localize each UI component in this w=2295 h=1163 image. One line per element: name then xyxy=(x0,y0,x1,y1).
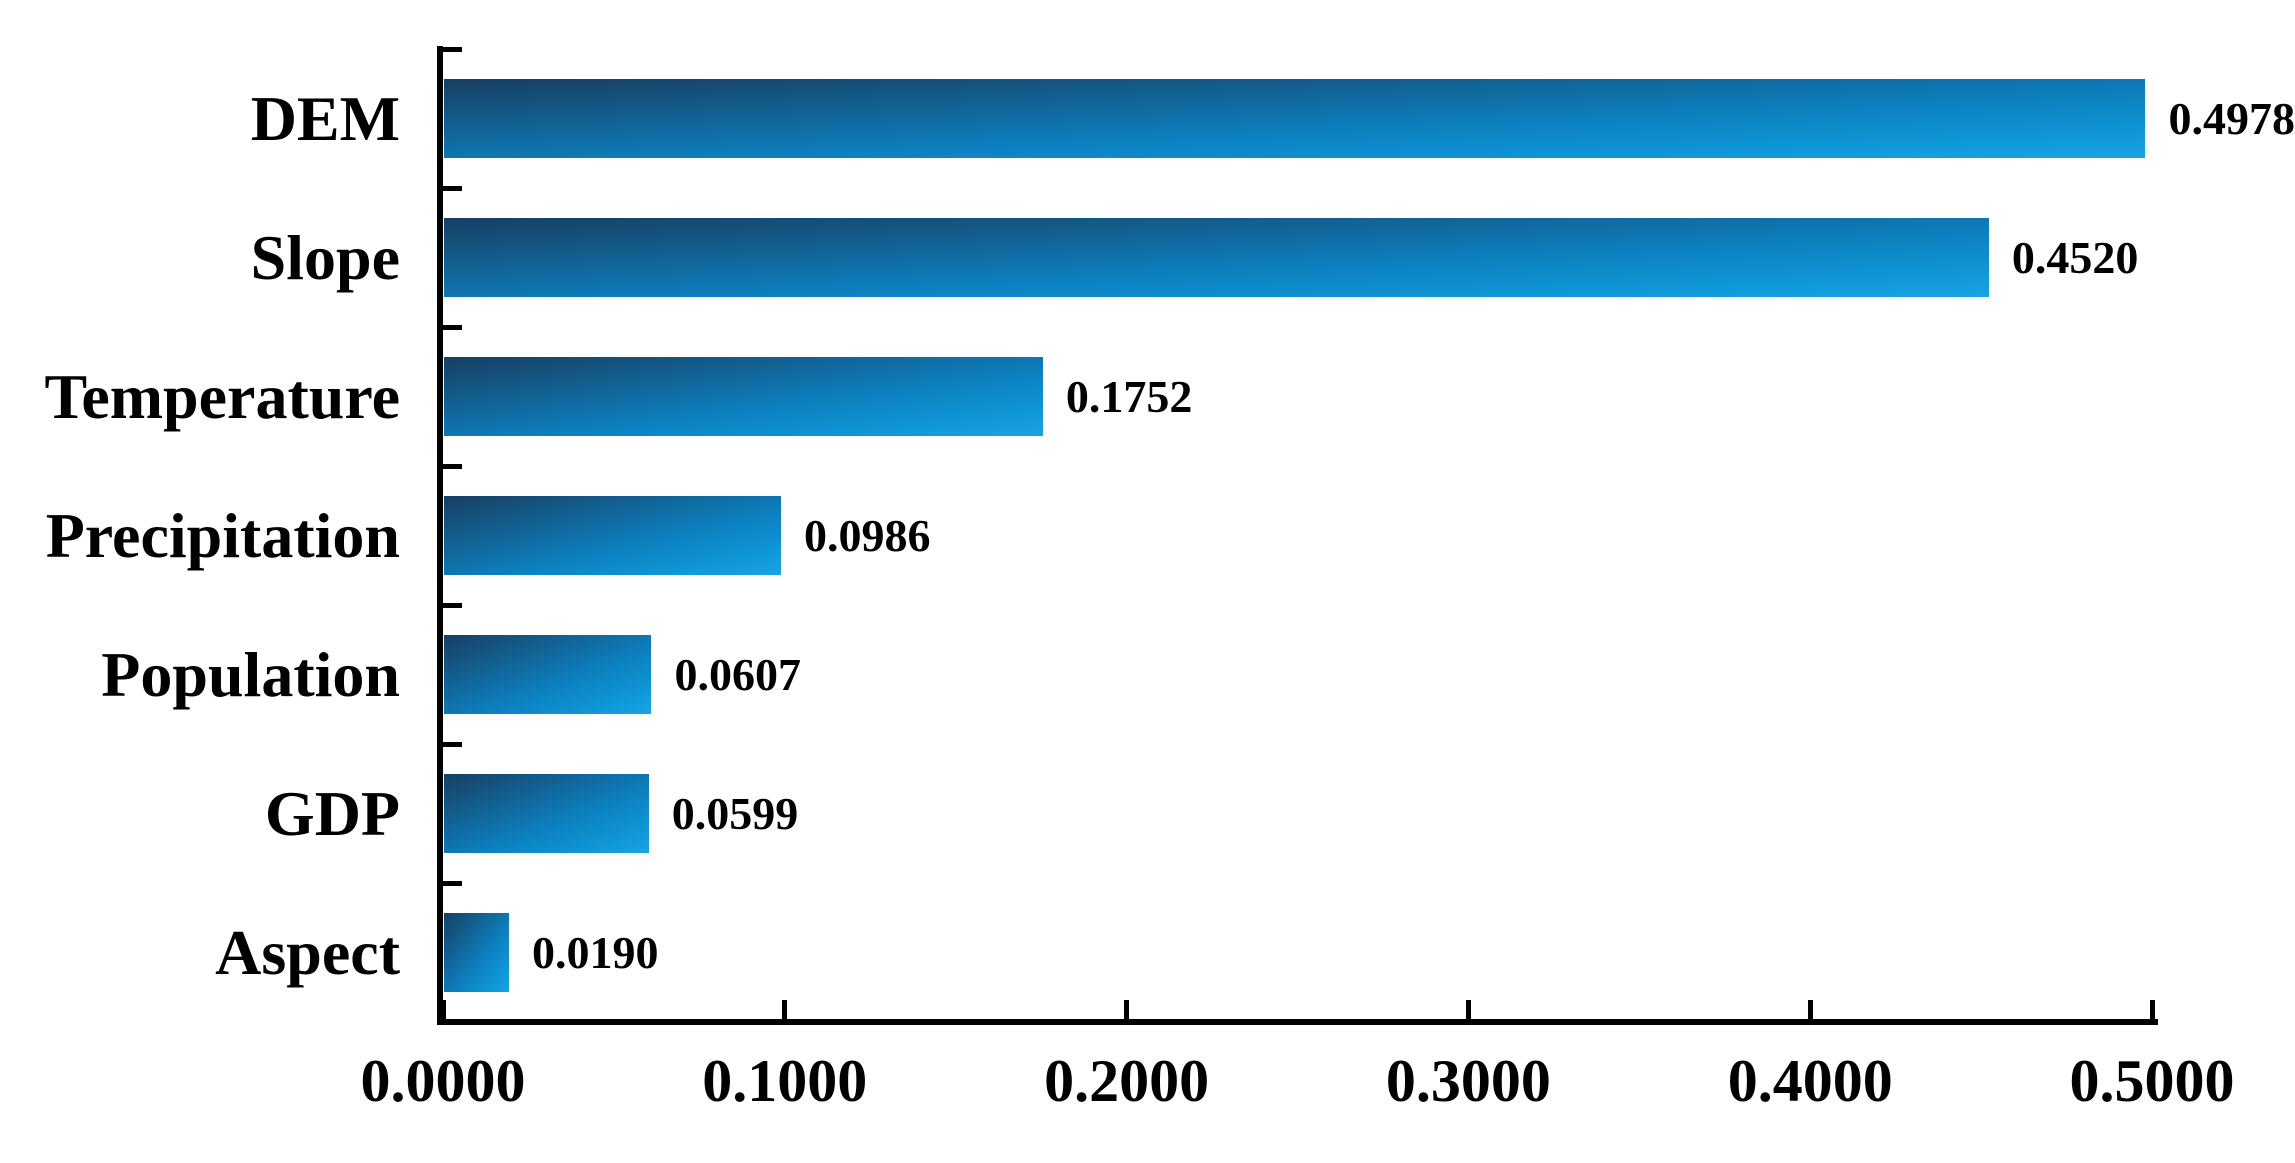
category-label-temperature: Temperature xyxy=(44,360,401,432)
x-tick-label-0.5000: 0.5000 xyxy=(2069,1048,2235,1114)
x-tick-label-0.3000: 0.3000 xyxy=(1385,1048,1551,1114)
x-tick-label-0.0000: 0.0000 xyxy=(360,1048,526,1114)
y-axis-tick xyxy=(443,463,462,469)
x-axis-tick xyxy=(782,1000,788,1019)
bar-temperature xyxy=(444,357,1043,436)
bar-gdp xyxy=(444,774,649,853)
x-axis-tick xyxy=(1807,1000,1813,1019)
y-axis-tick xyxy=(443,185,462,191)
value-label-dem: 0.4978 xyxy=(2168,92,2295,144)
category-label-population: Population xyxy=(101,638,400,710)
x-axis-tick xyxy=(440,1000,446,1019)
x-tick-label-0.1000: 0.1000 xyxy=(702,1048,868,1114)
bar-slope xyxy=(444,218,1989,297)
x-axis-tick xyxy=(1124,1000,1130,1019)
value-label-temperature: 0.1752 xyxy=(1065,370,1193,422)
bar-population xyxy=(444,635,652,714)
y-axis-tick xyxy=(443,324,462,330)
x-axis-tick xyxy=(1465,1000,1471,1019)
y-axis-tick xyxy=(443,46,462,52)
category-label-precipitation: Precipitation xyxy=(45,499,400,571)
x-tick-label-0.2000: 0.2000 xyxy=(1044,1048,1210,1114)
value-label-precipitation: 0.0986 xyxy=(804,509,931,561)
y-axis-tick xyxy=(443,741,462,747)
value-label-aspect: 0.0190 xyxy=(531,926,659,978)
x-axis-line xyxy=(437,1019,2158,1025)
category-label-gdp: GDP xyxy=(264,777,400,849)
value-label-slope: 0.4520 xyxy=(2011,231,2139,283)
value-label-gdp: 0.0599 xyxy=(671,787,799,839)
category-label-slope: Slope xyxy=(250,221,400,293)
bar-precipitation xyxy=(444,496,781,575)
category-label-dem: DEM xyxy=(250,82,400,154)
bar-dem xyxy=(444,79,2146,158)
value-label-population: 0.0607 xyxy=(674,648,801,700)
category-label-aspect: Aspect xyxy=(215,916,400,988)
y-axis-line xyxy=(437,46,443,1025)
x-tick-label-0.4000: 0.4000 xyxy=(1727,1048,1893,1114)
x-axis-tick xyxy=(2149,1000,2155,1019)
y-axis-tick xyxy=(443,880,462,886)
bar-aspect xyxy=(444,913,509,992)
y-axis-tick xyxy=(443,602,462,608)
